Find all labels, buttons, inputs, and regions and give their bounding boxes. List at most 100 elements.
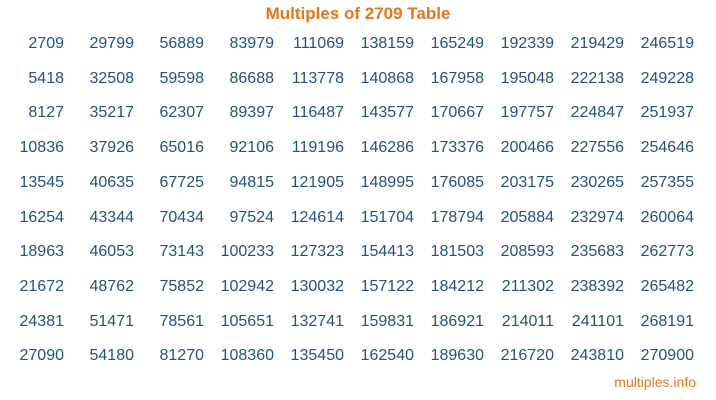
table-cell: 159831 <box>360 312 414 330</box>
table-cell: 46053 <box>89 243 135 261</box>
table-cell: 121905 <box>290 173 344 191</box>
table-cell: 143577 <box>360 104 414 122</box>
table-row: 2709 29799 56889 83979 111069 138159 165249 192… <box>0 34 716 54</box>
table-cell: 83979 <box>229 35 275 52</box>
table-cell: 62307 <box>159 104 205 122</box>
table-row: 16254 43344 70434 97524 124614 151704 178794 20… <box>0 208 716 228</box>
table-cell: 165249 <box>430 35 484 52</box>
table-cell: 203175 <box>500 173 554 191</box>
page-title: Multiples of 2709 Table <box>265 4 451 23</box>
table-cell: 8127 <box>28 104 64 122</box>
table-cell: 102942 <box>220 277 274 295</box>
table-cell: 157122 <box>360 277 414 295</box>
table-cell: 119196 <box>291 139 344 157</box>
table-row: 8127 35217 62307 89397 116487 143577 170667 197… <box>0 103 716 123</box>
table-cell: 65016 <box>159 139 205 157</box>
table-cell: 108360 <box>220 347 274 365</box>
table-cell: 260064 <box>640 208 694 226</box>
table-row: 5418 32508 59598 86688 113778 140868 167958 195… <box>0 69 716 89</box>
table-cell: 16254 <box>19 208 65 226</box>
table-cell: 70434 <box>159 208 205 226</box>
table-cell: 176085 <box>430 173 484 191</box>
table-cell: 40635 <box>89 173 135 191</box>
table-cell: 243810 <box>570 347 624 365</box>
site-link[interactable]: multiples.info <box>614 374 696 390</box>
table-cell: 224847 <box>570 104 624 122</box>
table-cell: 211302 <box>501 277 554 295</box>
table-cell: 24381 <box>19 312 65 330</box>
table-cell: 73143 <box>159 243 205 261</box>
table-cell: 18963 <box>19 243 65 261</box>
table-cell: 178794 <box>430 208 484 226</box>
table-cell: 89397 <box>229 104 275 122</box>
table-cell: 67725 <box>159 173 205 191</box>
table-row: 10836 37926 65016 92106 119196 146286 173376 20… <box>0 138 716 158</box>
table-cell: 132741 <box>290 312 344 330</box>
table-cell: 130032 <box>290 277 344 295</box>
table-cell: 246519 <box>640 35 694 52</box>
table-row: 18963 46053 73143 100233 127323 154413 181503 2… <box>0 242 716 262</box>
table-cell: 238392 <box>570 277 624 295</box>
table-cell: 97524 <box>229 208 275 226</box>
table-cell: 81270 <box>159 347 205 365</box>
table-cell: 37926 <box>89 139 135 157</box>
table-cell: 138159 <box>360 35 414 52</box>
table-cell: 48762 <box>89 277 135 295</box>
table-cell: 232974 <box>570 208 624 226</box>
table-cell: 51471 <box>89 312 135 330</box>
table-cell: 100233 <box>220 243 274 261</box>
table-cell: 148995 <box>360 173 414 191</box>
table-cell: 170667 <box>430 104 484 122</box>
table-cell: 265482 <box>640 277 694 295</box>
table-cell: 135450 <box>290 347 344 365</box>
table-cell: 32508 <box>89 69 135 87</box>
table-cell: 111069 <box>292 35 344 52</box>
table-row: 27090 54180 81270 108360 135450 162540 189630 2… <box>0 346 716 366</box>
table-row: 13545 40635 67725 94815 121905 148995 176085 20… <box>0 173 716 193</box>
table-cell: 268191 <box>640 312 694 330</box>
table-cell: 78561 <box>159 312 205 330</box>
table-cell: 105651 <box>220 312 274 330</box>
table-cell: 241101 <box>571 312 624 330</box>
table-cell: 21672 <box>19 277 65 295</box>
table-cell: 56889 <box>159 35 205 52</box>
table-cell: 227556 <box>570 139 624 157</box>
table-cell: 43344 <box>89 208 135 226</box>
table-cell: 35217 <box>89 104 135 122</box>
table-cell: 249228 <box>640 69 694 87</box>
table-cell: 146286 <box>360 139 414 157</box>
table-cell: 113778 <box>291 69 344 87</box>
table-cell: 173376 <box>430 139 484 157</box>
table-cell: 257355 <box>640 173 694 191</box>
table-cell: 75852 <box>159 277 205 295</box>
table-cell: 2709 <box>28 35 64 52</box>
table-cell: 181503 <box>430 243 484 261</box>
table-cell: 205884 <box>500 208 554 226</box>
table-cell: 94815 <box>229 173 275 191</box>
table-cell: 222138 <box>570 69 624 87</box>
table-cell: 27090 <box>19 347 65 365</box>
table-cell: 197757 <box>500 104 554 122</box>
table-cell: 214011 <box>501 312 554 330</box>
table-cell: 127323 <box>290 243 344 261</box>
table-cell: 192339 <box>500 35 554 52</box>
table-cell: 189630 <box>430 347 484 365</box>
table-cell: 5418 <box>28 69 64 87</box>
table-cell: 162540 <box>360 347 414 365</box>
table-cell: 270900 <box>640 347 694 365</box>
table-cell: 216720 <box>500 347 554 365</box>
table-cell: 251937 <box>640 104 694 122</box>
table-row: 21672 48762 75852 102942 130032 157122 184212 2… <box>0 277 716 297</box>
table-cell: 29799 <box>89 35 135 52</box>
table-cell: 262773 <box>640 243 694 261</box>
table-cell: 116487 <box>291 104 344 122</box>
table-cell: 230265 <box>570 173 624 191</box>
table-cell: 254646 <box>640 139 694 157</box>
table-cell: 195048 <box>500 69 554 87</box>
table-cell: 59598 <box>159 69 205 87</box>
table-cell: 235683 <box>570 243 624 261</box>
table-cell: 186921 <box>430 312 484 330</box>
table-cell: 92106 <box>229 139 275 157</box>
table-cell: 140868 <box>360 69 414 87</box>
table-cell: 208593 <box>500 243 554 261</box>
